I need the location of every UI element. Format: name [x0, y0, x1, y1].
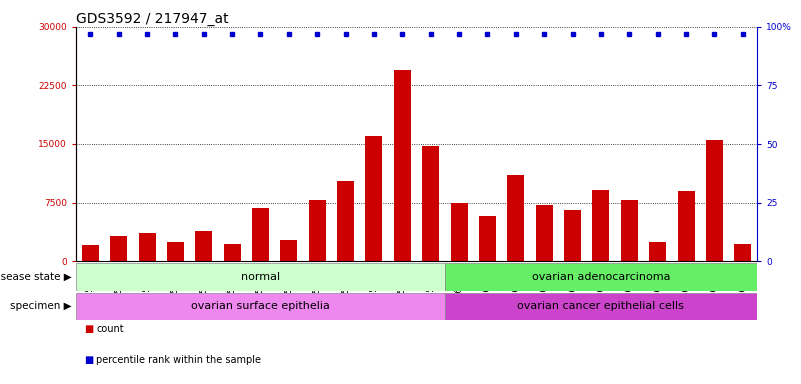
Bar [649, 242, 666, 261]
Bar [445, 263, 757, 291]
Bar [536, 205, 553, 261]
Text: GDS3592 / 217947_at: GDS3592 / 217947_at [76, 12, 229, 26]
Text: percentile rank within the sample: percentile rank within the sample [96, 355, 261, 365]
Bar [82, 245, 99, 261]
Bar [252, 208, 269, 261]
Bar [445, 293, 757, 320]
Bar [223, 244, 240, 261]
Bar [735, 244, 751, 261]
Bar [76, 293, 445, 320]
Bar [621, 200, 638, 261]
Text: normal: normal [241, 272, 280, 282]
Bar [167, 242, 184, 261]
Bar [195, 232, 212, 261]
Text: ■: ■ [84, 324, 94, 334]
Text: specimen ▶: specimen ▶ [10, 301, 72, 311]
Bar [365, 136, 382, 261]
Bar [394, 70, 411, 261]
Text: ■: ■ [84, 355, 94, 365]
Bar [450, 203, 468, 261]
Bar [139, 233, 155, 261]
Bar [507, 175, 525, 261]
Text: ovarian surface epithelia: ovarian surface epithelia [191, 301, 330, 311]
Bar [337, 182, 354, 261]
Bar [678, 191, 694, 261]
Bar [706, 140, 723, 261]
Bar [564, 210, 581, 261]
Bar [76, 263, 445, 291]
Text: ovarian adenocarcinoma: ovarian adenocarcinoma [532, 272, 670, 282]
Text: count: count [96, 324, 123, 334]
Bar [593, 190, 610, 261]
Bar [308, 200, 326, 261]
Bar [422, 146, 439, 261]
Bar [280, 240, 297, 261]
Text: disease state ▶: disease state ▶ [0, 272, 72, 282]
Text: ovarian cancer epithelial cells: ovarian cancer epithelial cells [517, 301, 684, 311]
Bar [479, 216, 496, 261]
Bar [110, 236, 127, 261]
